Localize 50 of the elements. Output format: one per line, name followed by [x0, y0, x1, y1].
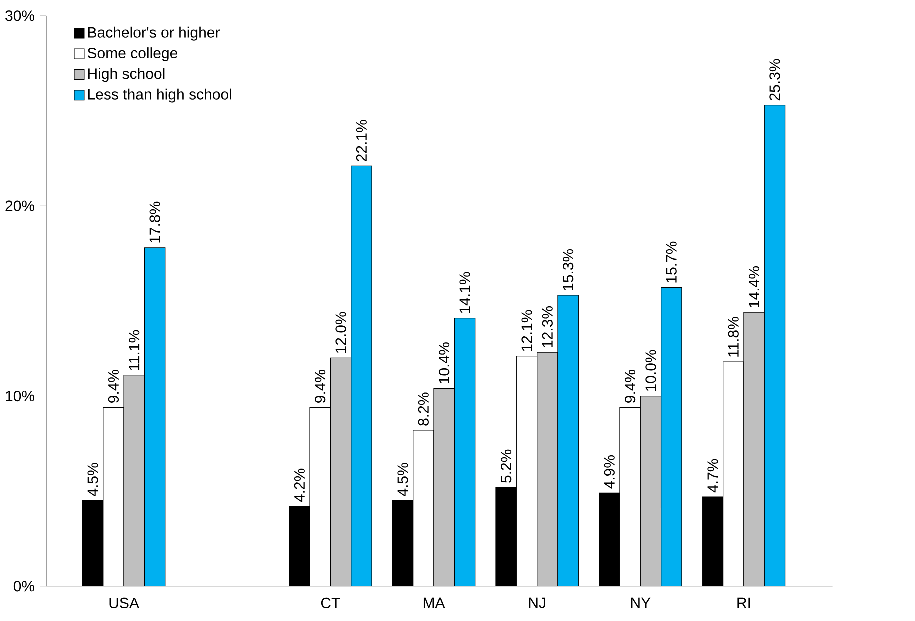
data-label: 4.7%: [708, 459, 718, 493]
data-label: 12.0%: [336, 312, 346, 354]
data-label: 22.1%: [356, 120, 367, 162]
data-label: 9.4%: [108, 370, 120, 403]
bar: [124, 374, 146, 586]
legend-label: Some college: [88, 47, 178, 62]
data-label: 12.3%: [542, 306, 553, 348]
data-label: 17.8%: [150, 202, 160, 243]
bar: [640, 396, 662, 586]
y-tick-label: 10%: [6, 390, 35, 402]
bar: [351, 166, 372, 586]
bar: [454, 318, 476, 586]
bar: [764, 104, 786, 586]
bar: [330, 358, 352, 586]
data-label: 9.4%: [625, 370, 636, 403]
data-label: 4.2%: [294, 468, 305, 502]
bar: [144, 248, 166, 586]
x-tick-label: RI: [738, 598, 750, 608]
data-label: 9.4%: [315, 370, 326, 403]
data-label: 14.1%: [460, 272, 470, 314]
data-label: 8.2%: [418, 392, 429, 426]
data-label: 11.8%: [728, 317, 739, 357]
legend-label: High school: [88, 68, 165, 82]
data-label: 4.5%: [88, 463, 98, 496]
data-label: 14.4%: [749, 266, 760, 308]
data-label: 4.5%: [398, 463, 408, 496]
data-label: 10.4%: [439, 342, 450, 384]
x-tick-label: USA: [110, 598, 140, 608]
y-tick-label: 0%: [14, 581, 35, 592]
x-tick-label: NJ: [529, 598, 546, 608]
data-label: 4.9%: [604, 455, 615, 489]
legend-label: Less than high school: [88, 88, 232, 103]
y-tick-label: 20%: [6, 200, 35, 212]
legend-label: Bachelor's or higher: [88, 26, 220, 41]
y-tick-label: 30%: [6, 10, 35, 22]
data-label: 25.3%: [770, 59, 780, 101]
data-label: 12.1%: [522, 310, 532, 352]
x-tick-label: NY: [631, 598, 651, 608]
x-tick-label: CT: [321, 598, 340, 608]
bar: [660, 287, 682, 586]
bar: [558, 295, 579, 586]
data-label: 10.0%: [646, 350, 656, 392]
bar: [434, 388, 455, 586]
bar: [744, 312, 765, 586]
data-label: 15.3%: [563, 249, 574, 290]
data-label: 5.2%: [501, 450, 512, 483]
bar: [537, 352, 558, 586]
data-label: 15.7%: [666, 242, 677, 283]
data-label: 11.1%: [129, 330, 140, 370]
x-tick-label: MA: [424, 598, 446, 608]
